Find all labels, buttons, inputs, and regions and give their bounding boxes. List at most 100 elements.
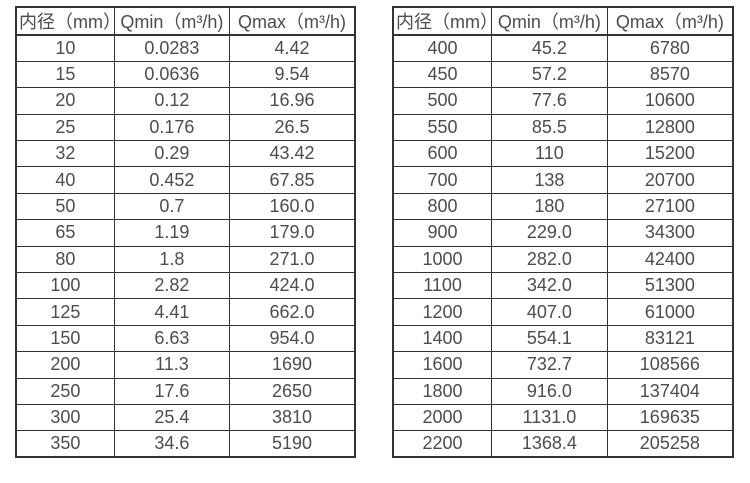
table-cell: 3810 <box>229 403 356 432</box>
table-row: 250 17.6 2650 <box>15 377 356 405</box>
table-cell: 16.96 <box>229 87 356 115</box>
table-cell: 40 <box>15 166 115 194</box>
table-cell: 20 <box>15 87 115 115</box>
table-cell: 67.85 <box>229 166 356 194</box>
table-cell: 700 <box>392 166 493 194</box>
table-body: 400 45.2 6780 450 57.2 8570 500 77.6 10600 550 85.… <box>392 34 734 458</box>
table-cell: 2200 <box>392 430 493 458</box>
table-body: 10 0.0283 4.42 15 0.0636 9.54 20 0.12 16.96 25 0.1… <box>15 34 356 458</box>
table-cell: 45.2 <box>491 34 608 62</box>
table-cell: 2.82 <box>113 272 231 300</box>
table-cell: 1100 <box>392 272 493 300</box>
table-row: 800 180 27100 <box>392 192 734 221</box>
header-qmin: Qmin（m³/h) <box>491 6 608 36</box>
table-cell: 10 <box>15 34 115 62</box>
table-cell: 169635 <box>606 403 734 432</box>
table-cell: 25.4 <box>113 403 231 432</box>
table-cell: 6.63 <box>113 324 231 353</box>
table-cell: 180 <box>491 192 608 221</box>
table-cell: 43.42 <box>229 140 356 168</box>
table-row: 400 45.2 6780 <box>392 34 734 62</box>
table-cell: 954.0 <box>229 324 356 353</box>
table-cell: 200 <box>15 351 115 379</box>
table-row: 32 0.29 43.42 <box>15 140 356 168</box>
table-cell: 137404 <box>606 377 734 405</box>
table-cell: 0.12 <box>113 87 231 115</box>
table-row: 10 0.0283 4.42 <box>15 34 356 62</box>
table-cell: 15200 <box>606 140 734 168</box>
table-cell: 1368.4 <box>491 430 608 458</box>
table-cell: 1690 <box>229 351 356 379</box>
table-cell: 17.6 <box>113 377 231 405</box>
table-cell: 2000 <box>392 403 493 432</box>
table-cell: 10600 <box>606 87 734 115</box>
table-cell: 12800 <box>606 113 734 142</box>
table-cell: 80 <box>15 245 115 274</box>
table-row: 20 0.12 16.96 <box>15 87 356 115</box>
table-row: 1400 554.1 83121 <box>392 324 734 353</box>
table-cell: 0.452 <box>113 166 231 194</box>
table-cell: 85.5 <box>491 113 608 142</box>
table-cell: 1.8 <box>113 245 231 274</box>
header-diameter: 内径（mm） <box>15 6 115 36</box>
table-cell: 732.7 <box>491 351 608 379</box>
table-cell: 8570 <box>606 60 734 89</box>
table-cell: 4.41 <box>113 298 231 326</box>
table-cell: 250 <box>15 377 115 405</box>
table-cell: 0.7 <box>113 192 231 221</box>
table-cell: 662.0 <box>229 298 356 326</box>
table-row: 500 77.6 10600 <box>392 87 734 115</box>
table-cell: 800 <box>392 192 493 221</box>
table-cell: 6780 <box>606 34 734 62</box>
table-cell: 61000 <box>606 298 734 326</box>
table-cell: 450 <box>392 60 493 89</box>
table-cell: 300 <box>15 403 115 432</box>
header-qmax: Qmax（m³/h) <box>606 6 734 36</box>
table-row: 150 6.63 954.0 <box>15 324 356 353</box>
table-row: 1100 342.0 51300 <box>392 272 734 300</box>
flow-table-small-diameters: 内径（mm） Qmin（m³/h) Qmax（m³/h) 10 0.0283 4.4… <box>15 6 356 459</box>
table-cell: 65 <box>15 219 115 247</box>
table-row: 125 4.41 662.0 <box>15 298 356 326</box>
table-cell: 108566 <box>606 351 734 379</box>
table-row: 2000 1131.0 169635 <box>392 403 734 432</box>
table-cell: 51300 <box>606 272 734 300</box>
table-row: 600 110 15200 <box>392 140 734 168</box>
table-row: 900 229.0 34300 <box>392 219 734 247</box>
table-cell: 26.5 <box>229 113 356 142</box>
table-cell: 5190 <box>229 430 356 458</box>
table-cell: 600 <box>392 140 493 168</box>
table-cell: 500 <box>392 87 493 115</box>
table-cell: 1400 <box>392 324 493 353</box>
table-cell: 0.176 <box>113 113 231 142</box>
table-cell: 34.6 <box>113 430 231 458</box>
table-cell: 0.0636 <box>113 60 231 89</box>
table-row: 200 11.3 1690 <box>15 351 356 379</box>
table-cell: 34300 <box>606 219 734 247</box>
table-cell: 554.1 <box>491 324 608 353</box>
table-row: 550 85.5 12800 <box>392 113 734 142</box>
table-row: 350 34.6 5190 <box>15 430 356 458</box>
table-row: 2200 1368.4 205258 <box>392 430 734 458</box>
table-cell: 350 <box>15 430 115 458</box>
table-cell: 1131.0 <box>491 403 608 432</box>
table-cell: 150 <box>15 324 115 353</box>
table-cell: 9.54 <box>229 60 356 89</box>
table-cell: 50 <box>15 192 115 221</box>
table-row: 1000 282.0 42400 <box>392 245 734 274</box>
table-cell: 138 <box>491 166 608 194</box>
table-row: 80 1.8 271.0 <box>15 245 356 274</box>
table-cell: 1200 <box>392 298 493 326</box>
table-cell: 20700 <box>606 166 734 194</box>
table-cell: 916.0 <box>491 377 608 405</box>
table-cell: 1000 <box>392 245 493 274</box>
table-cell: 0.0283 <box>113 34 231 62</box>
table-cell: 271.0 <box>229 245 356 274</box>
table-row: 700 138 20700 <box>392 166 734 194</box>
table-row: 25 0.176 26.5 <box>15 113 356 142</box>
table-cell: 550 <box>392 113 493 142</box>
table-cell: 32 <box>15 140 115 168</box>
table-cell: 179.0 <box>229 219 356 247</box>
table-cell: 77.6 <box>491 87 608 115</box>
table-cell: 1800 <box>392 377 493 405</box>
